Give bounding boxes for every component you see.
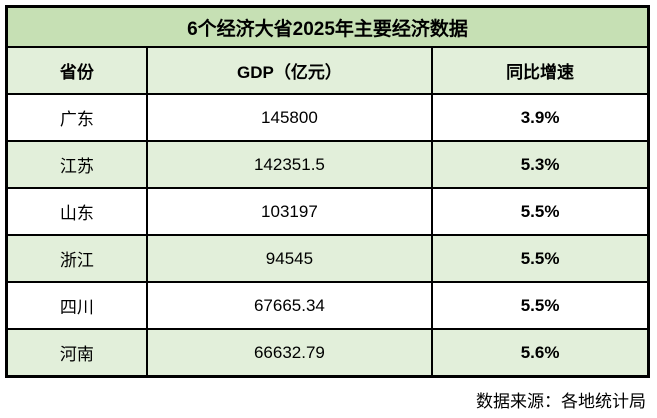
cell-growth: 5.5% [431, 187, 650, 236]
cell-growth: 5.5% [431, 281, 650, 330]
column-header-province: 省份 [5, 46, 148, 95]
cell-province: 浙江 [5, 234, 148, 283]
cell-province: 山东 [5, 187, 148, 236]
economic-data-table: 6个经济大省2025年主要经济数据 省份 GDP（亿元） 同比增速 广东 1458… [5, 5, 650, 378]
table-row: 山东 103197 5.5% [5, 187, 650, 236]
table-header-row: 省份 GDP（亿元） 同比增速 [5, 46, 650, 95]
table-row: 河南 66632.79 5.6% [5, 328, 650, 378]
cell-gdp: 66632.79 [145, 328, 434, 378]
cell-province: 江苏 [5, 140, 148, 189]
table-title: 6个经济大省2025年主要经济数据 [5, 5, 650, 48]
cell-growth: 3.9% [431, 93, 650, 142]
table-row: 广东 145800 3.9% [5, 93, 650, 142]
table-row: 江苏 142351.5 5.3% [5, 140, 650, 189]
cell-gdp: 145800 [145, 93, 434, 142]
cell-growth: 5.6% [431, 328, 650, 378]
cell-gdp: 142351.5 [145, 140, 434, 189]
cell-province: 四川 [5, 281, 148, 330]
table-row: 浙江 94545 5.5% [5, 234, 650, 283]
table-row: 四川 67665.34 5.5% [5, 281, 650, 330]
column-header-gdp: GDP（亿元） [145, 46, 434, 95]
table-title-row: 6个经济大省2025年主要经济数据 [5, 5, 650, 48]
cell-gdp: 94545 [145, 234, 434, 283]
cell-province: 河南 [5, 328, 148, 378]
column-header-growth: 同比增速 [431, 46, 650, 95]
table-body: 广东 145800 3.9% 江苏 142351.5 5.3% 山东 103197 5.5% 浙江… [5, 93, 650, 378]
data-source-note: 数据来源：各地统计局 [476, 392, 646, 411]
cell-growth: 5.3% [431, 140, 650, 189]
cell-province: 广东 [5, 93, 148, 142]
cell-growth: 5.5% [431, 234, 650, 283]
cell-gdp: 103197 [145, 187, 434, 236]
cell-gdp: 67665.34 [145, 281, 434, 330]
